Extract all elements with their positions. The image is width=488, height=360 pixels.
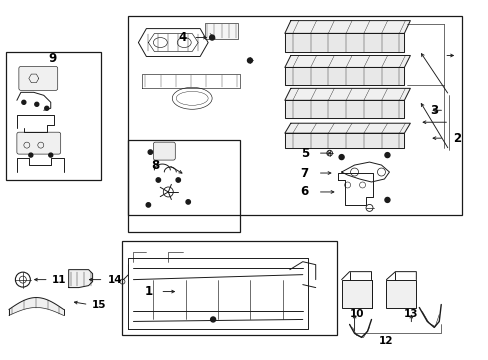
Circle shape xyxy=(146,203,150,207)
Circle shape xyxy=(247,58,252,63)
Text: 1: 1 xyxy=(144,285,152,298)
Circle shape xyxy=(210,317,215,322)
Bar xyxy=(122,241,336,336)
Polygon shape xyxy=(285,123,409,133)
Text: 2: 2 xyxy=(452,132,460,145)
Text: 7: 7 xyxy=(300,167,308,180)
Circle shape xyxy=(156,178,160,182)
Polygon shape xyxy=(285,55,409,67)
Text: 8: 8 xyxy=(151,158,159,172)
Polygon shape xyxy=(68,270,92,288)
Text: 14: 14 xyxy=(108,275,122,285)
Text: 3: 3 xyxy=(429,104,437,117)
Bar xyxy=(386,280,415,307)
Circle shape xyxy=(384,197,389,202)
Circle shape xyxy=(29,153,33,157)
Polygon shape xyxy=(285,21,409,33)
Polygon shape xyxy=(285,33,404,53)
Bar xyxy=(128,15,461,215)
Polygon shape xyxy=(285,133,404,148)
Polygon shape xyxy=(205,23,238,39)
Circle shape xyxy=(209,35,214,40)
Bar xyxy=(6,53,101,180)
Text: 15: 15 xyxy=(91,300,105,310)
FancyBboxPatch shape xyxy=(153,142,175,160)
Text: 6: 6 xyxy=(300,185,308,198)
Circle shape xyxy=(45,106,49,110)
Circle shape xyxy=(49,153,53,157)
Circle shape xyxy=(384,153,389,158)
Circle shape xyxy=(148,150,152,154)
FancyBboxPatch shape xyxy=(17,132,61,154)
Text: 10: 10 xyxy=(349,310,364,319)
Text: 9: 9 xyxy=(48,52,57,65)
Polygon shape xyxy=(285,100,404,118)
Polygon shape xyxy=(9,298,63,315)
Circle shape xyxy=(176,178,180,182)
Circle shape xyxy=(185,200,190,204)
Text: 11: 11 xyxy=(51,275,66,285)
Polygon shape xyxy=(285,67,404,85)
Circle shape xyxy=(22,100,26,104)
Polygon shape xyxy=(285,88,409,100)
Circle shape xyxy=(35,102,39,106)
Text: 4: 4 xyxy=(178,31,186,44)
Bar xyxy=(128,140,240,232)
Text: 5: 5 xyxy=(300,147,308,159)
Text: 12: 12 xyxy=(378,336,393,346)
FancyBboxPatch shape xyxy=(19,67,58,90)
Text: 13: 13 xyxy=(403,310,418,319)
Circle shape xyxy=(339,154,344,159)
Bar xyxy=(341,280,371,307)
